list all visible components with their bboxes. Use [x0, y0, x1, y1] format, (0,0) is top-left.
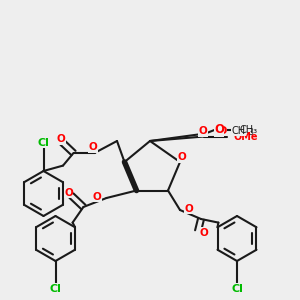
Text: OMe: OMe	[234, 131, 259, 142]
Text: Cl: Cl	[231, 284, 243, 294]
Text: O: O	[88, 142, 98, 152]
Text: CH: CH	[231, 125, 246, 136]
Text: 3: 3	[249, 128, 254, 137]
Text: Cl: Cl	[50, 284, 61, 294]
Text: Cl: Cl	[38, 137, 50, 148]
Text: O: O	[199, 227, 208, 238]
Text: O: O	[92, 191, 101, 202]
Text: O: O	[214, 123, 224, 136]
Text: O: O	[56, 134, 65, 145]
Text: O: O	[184, 203, 193, 214]
Text: O: O	[177, 152, 186, 163]
Text: O: O	[217, 125, 227, 136]
Text: CH₃: CH₃	[240, 124, 258, 135]
Text: O: O	[199, 126, 208, 136]
Text: O: O	[64, 188, 73, 198]
